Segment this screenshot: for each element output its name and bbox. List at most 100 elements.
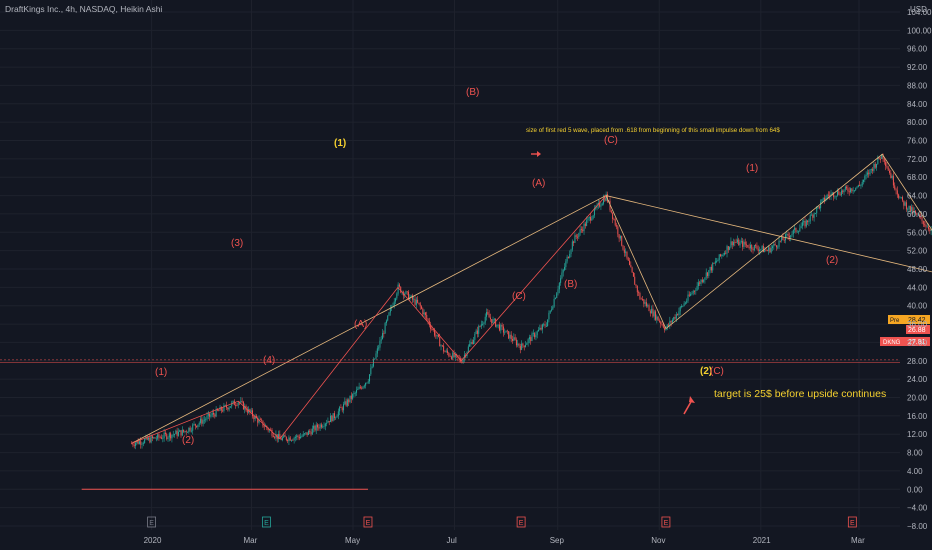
candle-body — [788, 236, 790, 238]
projected-wave-2-label: (2) — [826, 255, 838, 266]
candle-body — [822, 197, 824, 200]
price-tick-label: 100.00 — [907, 26, 932, 35]
candle-body — [324, 423, 326, 427]
time-tick-label: Nov — [651, 536, 665, 545]
candle-body — [889, 170, 891, 173]
candle-body — [838, 191, 840, 195]
candle-body — [892, 175, 894, 186]
candle-body — [512, 339, 514, 341]
candle-body — [696, 286, 698, 291]
candle-body — [777, 246, 779, 248]
candle-body — [330, 415, 332, 423]
candle-body — [304, 433, 306, 435]
candle-body — [920, 216, 922, 218]
candle-body — [218, 410, 220, 412]
projected-wave-1-label: (1) — [746, 163, 758, 174]
candle-body — [206, 415, 208, 420]
candle-body — [497, 324, 499, 326]
price-tick-label: 20.00 — [907, 394, 928, 403]
candle-body — [161, 437, 163, 439]
candle-body — [531, 333, 533, 342]
candle-body — [431, 328, 433, 330]
candle-body — [718, 254, 720, 260]
candle-body — [343, 404, 345, 411]
candle-body — [583, 223, 585, 232]
candle-body — [514, 337, 516, 340]
candle-body — [883, 158, 885, 163]
candle-body — [730, 241, 732, 247]
candle-body — [181, 429, 183, 436]
candle-body — [258, 419, 260, 423]
candle-body — [140, 441, 142, 445]
candle-body — [783, 240, 785, 241]
candle-body — [197, 424, 199, 428]
price-tick-label: 104.00 — [907, 8, 932, 17]
candle-body — [723, 252, 725, 255]
candle-body — [571, 241, 573, 250]
candle-body — [882, 154, 884, 159]
candle-body — [261, 419, 263, 421]
candle-body — [840, 190, 842, 196]
candle-body — [725, 252, 727, 254]
candle-body — [483, 322, 485, 325]
high-badge-tag-text: Pre — [890, 318, 900, 324]
candle-body — [545, 325, 547, 327]
note-arrow-icon — [531, 151, 541, 157]
candle-body — [768, 247, 770, 251]
candle-body — [699, 282, 701, 284]
candle-body — [214, 414, 216, 417]
candle-body — [707, 272, 709, 276]
candle-body — [684, 302, 686, 304]
candle-body — [366, 382, 368, 384]
candle-body — [622, 245, 624, 250]
candle-body — [415, 299, 417, 305]
candle-body — [235, 405, 237, 406]
candle-body — [253, 416, 255, 420]
candle-body — [419, 303, 421, 307]
candle-body — [141, 443, 143, 445]
candle-body — [591, 218, 593, 221]
candle-body — [864, 176, 866, 180]
candle-body — [742, 241, 744, 247]
candle-body — [374, 358, 376, 360]
candle-body — [855, 187, 857, 191]
candle-body — [436, 334, 438, 336]
candle-body — [437, 334, 439, 337]
candle-body — [649, 311, 651, 314]
candle-body — [522, 343, 524, 346]
candle-body — [614, 219, 616, 226]
candle-body — [808, 221, 810, 223]
candle-body — [440, 345, 442, 347]
time-tick-label: Mar — [851, 536, 865, 545]
candle-body — [194, 423, 196, 426]
candle-body — [475, 330, 477, 334]
candle-body — [679, 306, 681, 312]
price-tick-label: 28.00 — [907, 357, 928, 366]
candle-body — [354, 392, 356, 394]
candle-body — [635, 284, 637, 287]
candle-body — [721, 254, 723, 257]
candle-body — [439, 336, 441, 347]
time-axis: 2020MarMayJulSepNov2021MarMayJulSepNov20… — [144, 536, 866, 545]
candle-body — [138, 441, 140, 444]
candle-body — [250, 410, 252, 412]
candle-body — [357, 388, 359, 390]
candle-body — [396, 293, 398, 299]
wave-line-sub — [131, 195, 607, 444]
candle-body — [209, 413, 211, 417]
candle-body — [274, 436, 276, 438]
chart-grid — [0, 0, 900, 530]
high-badge-tag — [888, 315, 906, 324]
candle-body — [556, 293, 558, 298]
candle-body — [193, 423, 195, 425]
candle-body — [582, 229, 584, 232]
candle-body — [708, 270, 710, 276]
candle-body — [323, 426, 325, 428]
price-tick-label: 48.00 — [907, 265, 928, 274]
candle-body — [170, 433, 172, 439]
candle-body — [617, 226, 619, 235]
candle-body — [861, 181, 863, 186]
last-badge — [906, 337, 930, 346]
candle-body — [844, 186, 846, 190]
